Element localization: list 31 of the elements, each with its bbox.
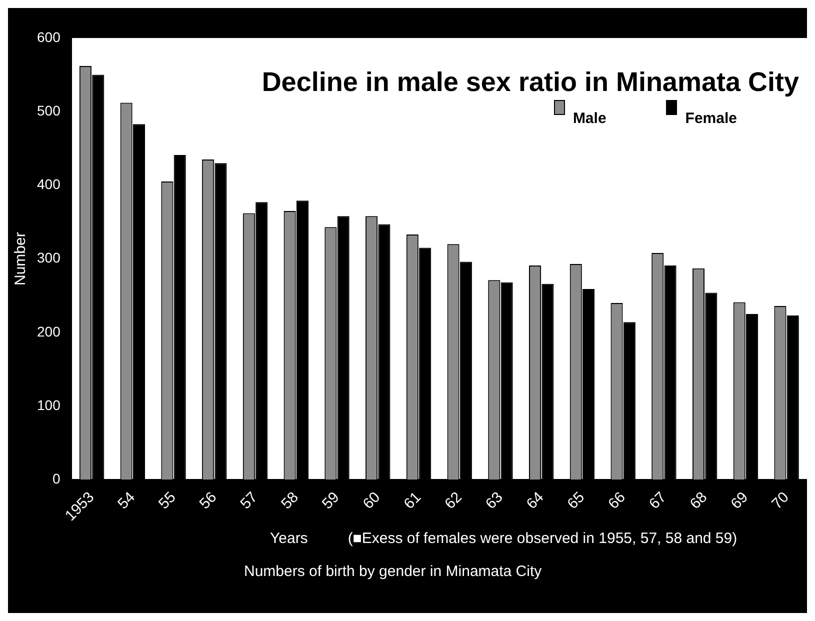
y-tick-label: 600 — [37, 28, 61, 45]
legend-label: Female — [685, 110, 737, 127]
y-tick-label: 0 — [52, 470, 61, 487]
x-tick-label: 55 — [155, 488, 180, 513]
x-tick-label: 59 — [318, 488, 343, 513]
y-tick-label: 400 — [37, 176, 61, 192]
y-axis-title: Number — [12, 232, 30, 286]
x-tick-label: 63 — [482, 488, 506, 513]
x-tick-label: 60 — [360, 488, 384, 513]
x-tick-label: 66 — [605, 488, 629, 513]
x-tick-label: 54 — [114, 488, 138, 513]
legend-label: Male — [572, 110, 606, 127]
x-axis-title: Years — [270, 530, 308, 547]
text: (■Exess of females were observed in 1955, 57, 58 and 59) — [348, 530, 738, 547]
x-tick-label: 57 — [237, 488, 262, 513]
x-tick-label: 69 — [728, 488, 752, 513]
x-tick-label: 67 — [646, 488, 670, 513]
x-tick-label: 65 — [564, 488, 588, 513]
text: Decline in male sex ratio in Minamata City — [262, 66, 799, 97]
x-tick-label: 68 — [686, 488, 711, 513]
x-tick-label: 61 — [400, 488, 424, 513]
x-tick-label: 64 — [523, 488, 548, 513]
y-tick-label: 100 — [37, 396, 61, 413]
text: Numbers of birth by gender in Minamata City — [244, 563, 543, 580]
x-tick-label: 56 — [196, 488, 220, 513]
x-tick-label: 58 — [278, 488, 302, 513]
y-tick-label: 500 — [37, 102, 61, 118]
x-tick-label: 62 — [442, 488, 466, 513]
y-tick-label: 200 — [37, 323, 61, 340]
x-tick-label: 70 — [768, 488, 792, 513]
y-tick-label: 300 — [37, 250, 61, 266]
